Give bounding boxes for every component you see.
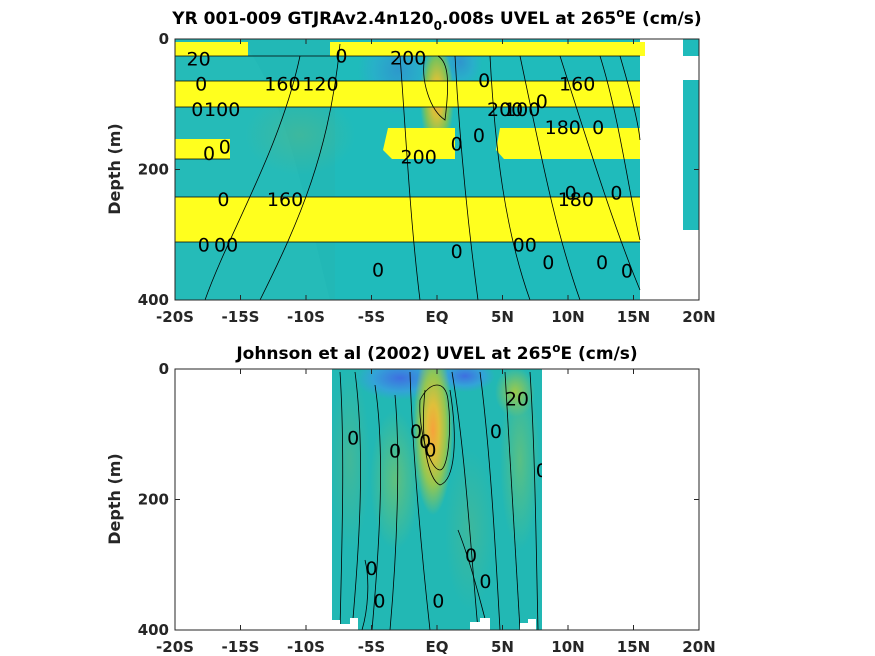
y-tick-label: 200 (138, 161, 169, 179)
contour-label: 0 (490, 421, 502, 443)
y-tick-label: 0 (159, 30, 169, 48)
contour-label: 180 (545, 117, 581, 139)
contour-label: 0 (621, 261, 633, 283)
contour-label: 0 (389, 441, 401, 463)
contour-label: 0 (542, 252, 554, 274)
contour-label: 0 (217, 189, 229, 211)
contour-label: 0 (373, 591, 385, 613)
contour-label: 0 (596, 252, 608, 274)
bottom-title: Johnson et al (2002) UVEL at 265oE (cm/s… (235, 341, 637, 364)
contour-label: 0 (191, 99, 203, 121)
contour-label: 0 (565, 182, 577, 204)
y-tick-label: 400 (138, 621, 169, 639)
top-yellow-bands (175, 42, 645, 242)
contour-label: 0 (465, 545, 477, 567)
bottom-contour-lines (339, 371, 539, 630)
contour-label: 20 (186, 49, 210, 71)
contour-label: 120 (302, 73, 338, 95)
x-tick-label: 20N (682, 638, 715, 656)
x-tick-label: -15S (222, 308, 260, 326)
top-ylabel: Depth (m) (105, 123, 124, 215)
contour-label: 100 (204, 99, 240, 121)
contour-label: 160 (264, 73, 300, 95)
top-panel: YR 001-009 GTJRAv2.4n1200.008s UVEL at 2… (105, 6, 716, 326)
contour-label: 0 (478, 70, 490, 92)
top-title: YR 001-009 GTJRAv2.4n1200.008s UVEL at 2… (171, 6, 701, 33)
contour-label: 00 (513, 235, 537, 257)
x-tick-label: -15S (222, 638, 260, 656)
x-tick-label: -10S (287, 638, 325, 656)
contour-label: 0 (198, 235, 210, 257)
x-tick-label: -5S (358, 638, 385, 656)
contour-label: 0 (203, 143, 215, 165)
x-tick-label: 20N (682, 308, 715, 326)
y-tick-label: 200 (138, 491, 169, 509)
x-tick-label: -10S (287, 308, 325, 326)
contour-label: 0 (335, 45, 347, 67)
y-tick-label: 400 (138, 291, 169, 309)
contour-label: 0 (419, 431, 431, 453)
x-tick-label: 5N (491, 638, 514, 656)
y-tick-label: 0 (159, 360, 169, 378)
contour-label: 0 (473, 125, 485, 147)
contour-label: 0 (347, 428, 359, 450)
contour-label: 0 (195, 73, 207, 95)
contour-label: 160 (267, 189, 303, 211)
contour-label: 180 (558, 189, 594, 211)
x-tick-label: 15N (617, 638, 650, 656)
contour-label: 100 (504, 99, 540, 121)
contour-label: 160 (559, 73, 595, 95)
x-tick-label: 10N (551, 308, 584, 326)
contour-label: 0 (592, 117, 604, 139)
x-tick-label: 10N (551, 638, 584, 656)
bottom-panel: Johnson et al (2002) UVEL at 265oE (cm/s… (105, 341, 716, 656)
contour-label: 0 (410, 421, 422, 443)
contour-label: 200 (401, 146, 437, 168)
x-tick-label: -5S (358, 308, 385, 326)
contour-label: 0 (479, 571, 491, 593)
x-tick-label: -20S (156, 638, 194, 656)
contour-label: 0 (219, 137, 231, 159)
contour-label: 0 (536, 91, 548, 113)
x-tick-label: EQ (426, 308, 449, 326)
x-tick-label: EQ (426, 638, 449, 656)
contour-label: 0 (424, 439, 436, 461)
bottom-ylabel: Depth (m) (105, 453, 124, 545)
contour-label: 0 (536, 460, 548, 482)
top-contour-lines (175, 43, 641, 300)
contour-label: 0 (432, 591, 444, 613)
contour-label: 200 (487, 99, 523, 121)
bottom-jet-core (413, 369, 453, 515)
contour-label: 0 (365, 558, 377, 580)
contour-label: 0 (451, 133, 463, 155)
contour-label: 200 (390, 47, 426, 69)
contour-label: 0 (610, 182, 622, 204)
x-tick-label: 15N (617, 308, 650, 326)
x-tick-label: 5N (491, 308, 514, 326)
contour-label: 00 (214, 235, 238, 257)
contour-label: 20 (505, 388, 529, 410)
contour-label: 0 (372, 259, 384, 281)
contour-label: 0 (451, 241, 463, 263)
x-tick-label: -20S (156, 308, 194, 326)
